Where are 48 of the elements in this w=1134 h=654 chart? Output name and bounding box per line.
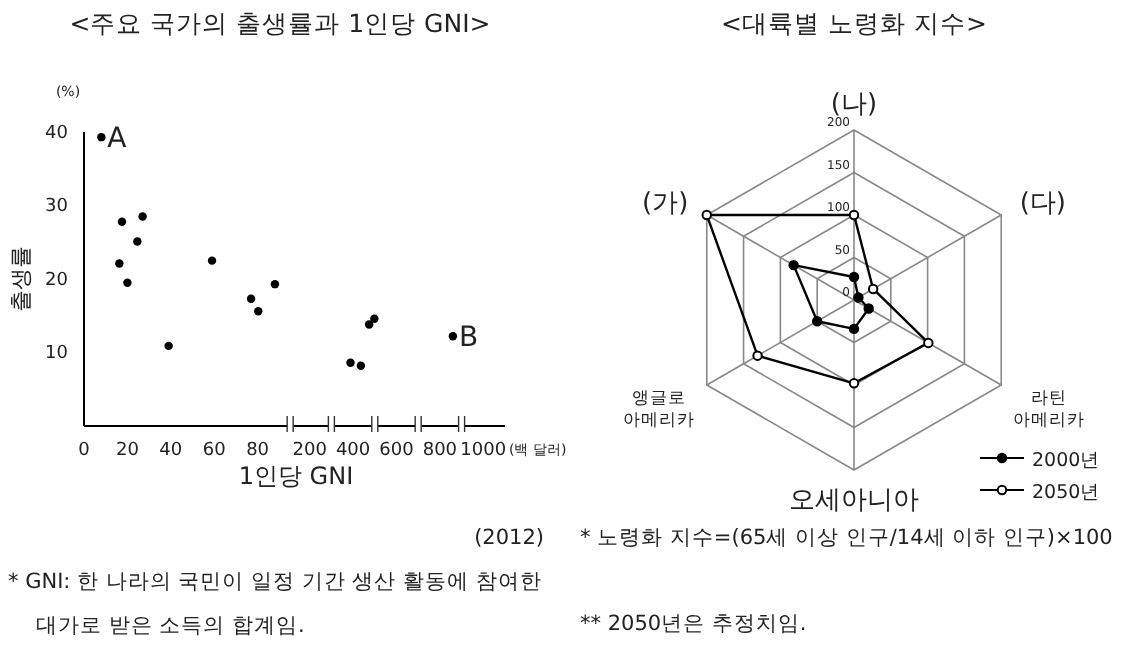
spoke-label: 라틴 아메리카 [1013,389,1086,431]
chart-title: <주요 국가의 출생률과 1인당 GNI> [69,8,491,38]
spoke-label: 앵글로 아메리카 [622,389,695,431]
text: * GNI: 한 나라의 국민이 일정 기간 생산 활동에 참여한 대가로 받은 소득의 합계임. [8,570,542,638]
point [117,217,127,226]
point [246,294,256,304]
annotation: A [107,123,128,156]
spoke-label: 오세아니아 [789,486,919,516]
x-tick-label: 400 [335,440,371,461]
x-tick-label: 40 [159,440,183,461]
chart-title: <대륙별 노령화 지수> [721,8,987,38]
annotation: B [458,322,479,355]
spoke-label: (나) [830,90,878,120]
x-tick-label: 20 [115,440,140,461]
x-tick-label: 1000 [460,440,507,461]
point [207,256,217,265]
point [133,237,142,246]
x-tick-label: 200 [292,440,328,461]
point [138,212,147,221]
x-tick-label: 80 [246,440,270,461]
point [115,259,124,268]
y-tick-label: 20 [45,270,69,291]
point [164,341,173,351]
y-tick-label: 10 [45,344,69,365]
point [346,358,355,367]
x-tick-label: 800 [422,440,458,461]
point [364,320,374,329]
spoke-label: (다) [1019,189,1066,219]
point [370,314,379,323]
point [97,132,106,142]
text: ** 2050년은 추정치임. [580,612,807,636]
point [356,361,366,370]
legend-label: 2000년 [1032,450,1101,472]
y-tick-label: 40 [45,123,69,144]
point [270,279,280,289]
y-axis-title: 출생률 [8,246,34,312]
x-tick-label: 60 [202,440,227,461]
point [448,332,458,341]
y-tick-label: 30 [45,197,69,218]
text: (2012) [474,526,544,550]
point [254,307,263,316]
x-axis-title: 1인당 GNI [238,462,354,490]
x-tick-label: 600 [379,440,415,461]
spoke-label: (가) [642,189,689,219]
x-tick-label: 0 [78,440,91,461]
point [123,278,132,287]
legend-label: 2050년 [1032,482,1101,504]
text: * 노령화 지수=(65세 이상 인구/14세 이하 인구)×100 [580,526,1113,550]
